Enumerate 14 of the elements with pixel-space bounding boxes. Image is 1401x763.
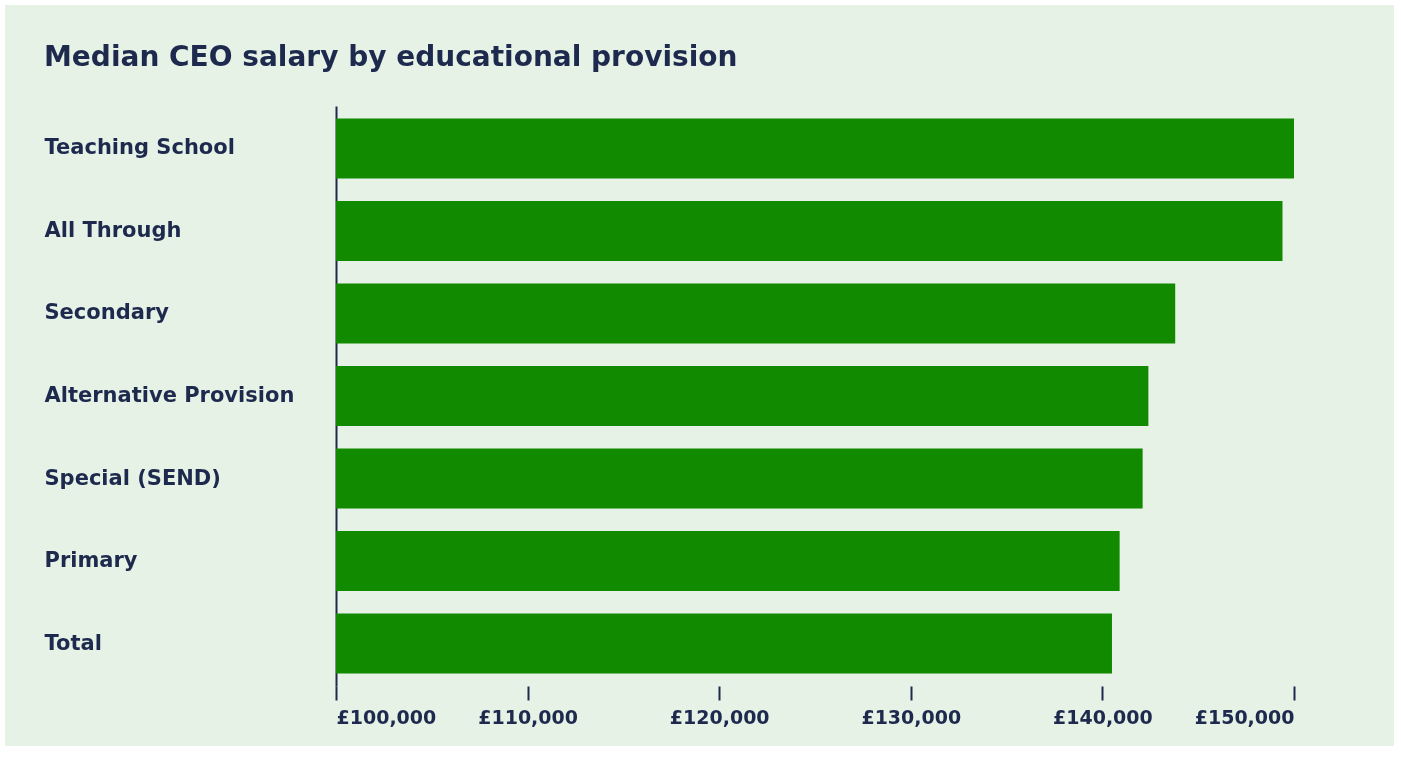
x-tick-label: £110,000 — [478, 705, 578, 728]
y-tick-label: Teaching School — [44, 135, 235, 160]
x-tick-label: £150,000 — [1194, 705, 1295, 728]
x-tick-label: £130,000 — [861, 705, 962, 728]
y-tick-label: Secondary — [44, 300, 170, 325]
y-tick-label: All Through — [44, 217, 182, 242]
x-tick-label: £120,000 — [669, 705, 770, 728]
chart-title: Median CEO salary by educational provision — [44, 40, 738, 73]
x-tick-label: £140,000 — [1053, 705, 1153, 728]
x-tick-label: £100,000 — [336, 705, 437, 728]
y-tick-label: Alternative Provision — [44, 383, 295, 407]
y-tick-label: Primary — [44, 548, 138, 573]
y-tick-label: Special (SEND) — [44, 465, 221, 490]
y-tick-label: Total — [44, 630, 102, 655]
